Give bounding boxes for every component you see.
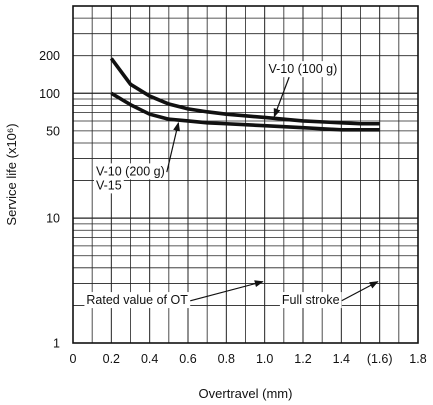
annotation-arrow (166, 121, 180, 173)
annotation-label: Rated value of OT (86, 293, 188, 307)
x-tick-label: 0.4 (141, 352, 158, 366)
series-line-2 (110, 91, 380, 132)
x-tick-label: 1.2 (294, 352, 311, 366)
x-tick-label: 0.6 (179, 352, 196, 366)
plot-frame (72, 5, 419, 344)
y-tick-label: 1 (53, 337, 60, 351)
x-tick-label: 0 (70, 352, 77, 366)
y-tick-label: 100 (39, 87, 60, 101)
annotation: V-15 (94, 177, 124, 194)
annotation: V-10 (200 g) (94, 121, 180, 180)
x-tick-label: 1.0 (256, 352, 273, 366)
annotation-arrow (273, 76, 290, 118)
annotation-label: V-15 (96, 178, 122, 192)
x-tick-label: 1.8 (409, 352, 426, 366)
annotations: V-10 (100 g) V-10 (200 g)V-15 Rated value … (84, 61, 379, 309)
annotation-arrow (190, 280, 264, 302)
annotation: V-10 (100 g) (266, 61, 340, 118)
annotation-background (266, 61, 340, 78)
y-tick-label: 10 (46, 212, 60, 226)
y-axis-label: Service life (x10⁶) (4, 123, 19, 225)
annotation-background (94, 177, 124, 194)
annotation-arrow (341, 281, 379, 302)
y-tick-label: 200 (39, 49, 60, 63)
x-tick-label: (1.6) (367, 352, 393, 366)
x-tick-label: 0.8 (218, 352, 235, 366)
annotation-background (94, 163, 167, 180)
x-tick-label: 0.2 (103, 352, 120, 366)
annotation-label: Full stroke (282, 293, 340, 307)
x-tick-label: 1.4 (333, 352, 350, 366)
x-axis-label: Overtravel (mm) (199, 386, 293, 401)
annotation-background (279, 292, 342, 309)
series-layer (109, 57, 380, 132)
annotation: Rated value of OT (84, 280, 264, 309)
y-tick-label: 50 (46, 124, 60, 138)
annotation-label: V-10 (100 g) (269, 62, 338, 76)
annotation-background (84, 292, 191, 309)
series-line-1 (109, 57, 380, 126)
annotation-label: V-10 (200 g) (96, 164, 165, 178)
annotation: Full stroke (279, 281, 379, 309)
tick-labels: 0 0.2 0.4 0.6 0.8 1.0 1.2 1.4 (1.6) 1.8 1 10 50 100 20… (39, 49, 427, 366)
